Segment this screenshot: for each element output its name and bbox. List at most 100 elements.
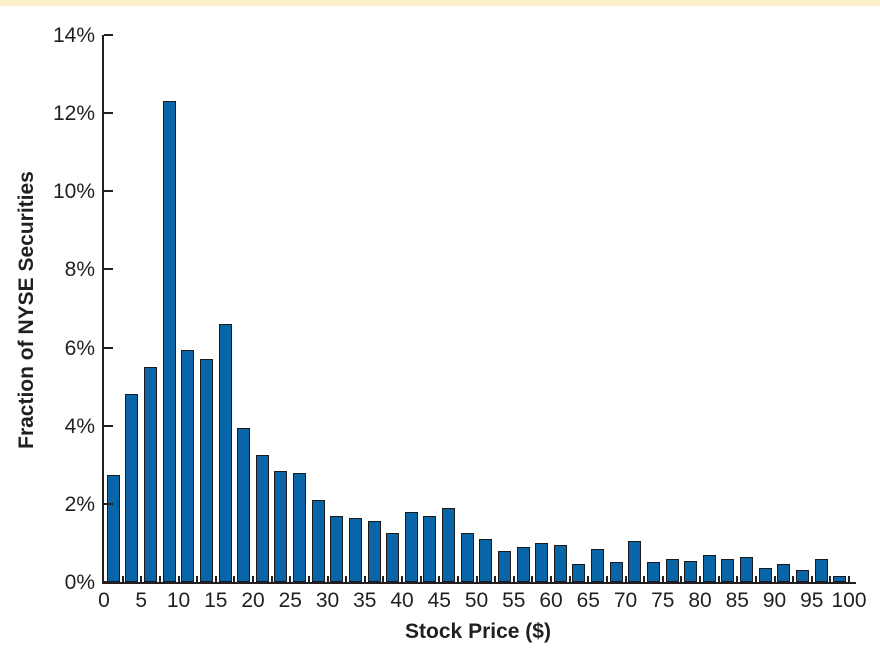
x-axis-tick [587,576,590,582]
y-axis-tick [104,424,113,427]
x-tick-label: 55 [502,589,526,612]
histogram-bar [777,564,791,582]
x-axis-tick [661,576,664,582]
x-axis-tick [531,576,534,582]
y-axis-tick [104,346,113,349]
x-axis-tick [624,576,627,582]
x-axis-tick [233,576,236,582]
y-axis-tick [104,502,113,505]
histogram-bar [684,560,698,582]
x-axis-tick [754,576,757,582]
x-axis-tick [456,576,459,582]
plot-area [102,34,856,584]
histogram-bar [702,554,716,582]
histogram-bar [740,556,754,582]
x-tick-label: 85 [725,589,749,612]
x-axis-tick [736,576,739,582]
histogram-bar [293,472,307,582]
x-axis-tick [345,576,348,582]
histogram-bar [479,539,493,582]
histogram-bar [311,499,325,582]
x-tick-label: 95 [800,589,824,612]
histogram-bar [423,515,437,582]
y-tick-label: 8% [64,258,95,282]
histogram-bar [591,548,605,582]
histogram-bar [125,394,139,582]
histogram-bar [106,474,120,582]
histogram-bar [237,427,251,582]
x-axis-tick [270,576,273,582]
histogram-bar [460,533,474,582]
y-axis-tick [104,268,113,271]
histogram-bar [721,558,735,582]
y-axis-tick [104,190,113,193]
histogram-bar [330,515,344,582]
histogram-bar [795,570,809,582]
x-axis-tick [252,576,254,582]
y-tick-label: 6% [64,336,95,360]
y-tick-label: 0% [64,571,95,594]
x-tick-label: 5 [135,589,148,612]
x-axis-tick [140,576,143,582]
x-axis-tick [792,576,795,582]
histogram-bar [758,568,772,582]
histogram-bar [255,455,269,582]
x-tick-label: 100 [831,589,867,612]
histogram-bar [199,359,213,582]
x-axis-tick [363,576,366,582]
x-axis-tick [289,576,292,582]
y-axis-tick [104,112,113,115]
x-tick-label: 60 [539,589,563,612]
histogram-bar [553,544,567,582]
x-axis-tick [568,576,571,582]
y-tick-label: 4% [64,414,95,438]
x-axis-tick [158,576,161,582]
y-axis-tick [104,34,113,37]
x-axis-tick [475,576,478,582]
histogram-bar [348,517,362,582]
x-tick-label: 40 [390,589,414,612]
x-axis-tick [326,576,329,582]
x-axis-tick [643,576,646,582]
x-tick-label: 50 [464,589,489,612]
y-tick-label: 14% [52,24,95,48]
x-axis-tick [829,576,832,582]
histogram-bar [665,558,679,582]
y-tick-label: 12% [52,102,95,126]
histogram-bar [404,511,418,582]
histogram-bar [609,562,623,582]
x-axis-tick [177,576,180,582]
x-axis-title: Stock Price ($) [405,620,551,643]
histogram-bar [144,367,158,582]
histogram-bar [497,550,511,582]
x-tick-label: 35 [353,589,377,612]
x-axis-tick [512,576,515,582]
histogram-bar [162,101,176,582]
x-axis-tick [605,576,608,582]
x-tick-label: 10 [166,589,191,612]
x-axis-tick [550,576,552,582]
x-tick-label: 0 [98,589,110,612]
y-axis-title: Fraction of NYSE Securities [15,171,38,449]
x-axis-tick [214,576,217,582]
histogram-bar [572,564,586,582]
x-tick-label: 45 [427,589,451,612]
histogram-bar [646,562,660,582]
y-axis-tick [104,581,113,583]
x-tick-label: 25 [278,589,302,612]
x-axis-tick [382,576,385,582]
x-tick-label: 65 [576,589,600,612]
x-axis-tick [773,576,776,582]
x-tick-label: 80 [688,589,712,612]
x-axis-tick [419,576,422,582]
histogram-bar [833,576,847,582]
histogram-bar [181,349,195,582]
x-axis-tick [307,576,310,582]
histogram-bar [442,507,456,582]
x-axis-tick [196,576,199,582]
histogram-bar [386,533,400,582]
histogram-bar [516,546,530,582]
x-axis-tick [717,576,720,582]
x-axis-tick [438,576,441,582]
